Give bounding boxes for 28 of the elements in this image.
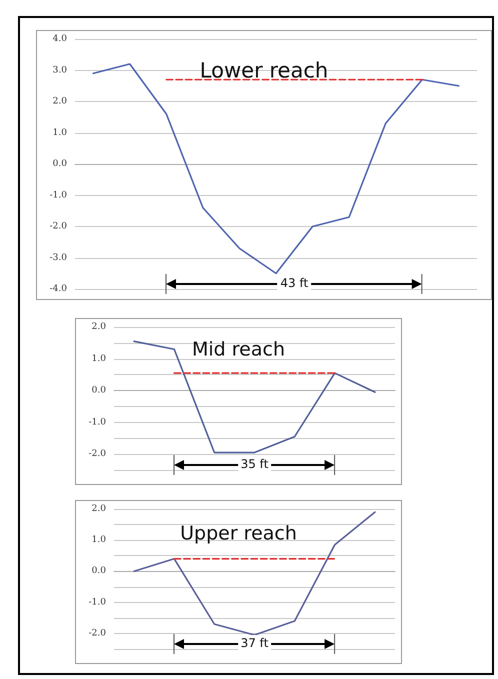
y-tick-label: 0.0	[92, 566, 106, 576]
annotation: 35 ft	[238, 456, 272, 472]
y-tick-label: -1.0	[88, 597, 106, 608]
annotation: 43 ft	[277, 275, 312, 291]
text: Upper reach	[180, 522, 297, 544]
line-series	[92, 63, 460, 274]
y-tick-label: -2.0	[50, 222, 68, 232]
y-tick-label: 2.0	[52, 96, 68, 106]
y-tick-label: 1.0	[52, 128, 68, 138]
y-tick-label: 2.0	[92, 322, 106, 332]
y-tick-label: -1.0	[88, 417, 106, 428]
y-tick-label: 3.0	[52, 65, 68, 76]
y-tick-label: 0.0	[92, 386, 106, 396]
annotation: 37 ft	[238, 635, 272, 651]
y-tick-label: -2.0	[88, 449, 106, 460]
line-series	[133, 511, 376, 636]
line-series	[133, 340, 376, 454]
y-tick-label: -1.0	[50, 190, 68, 200]
text: Mid reach	[192, 338, 285, 360]
y-tick-label: -3.0	[50, 252, 68, 263]
text: Lower reach	[200, 58, 328, 82]
y-tick-label: 0.0	[52, 159, 68, 169]
y-tick-label: 2.0	[92, 504, 106, 514]
y-tick-label: -4.0	[50, 284, 68, 294]
y-tick-label: 4.0	[52, 34, 68, 44]
y-tick-label: 1.0	[92, 535, 106, 546]
y-tick-label: 1.0	[92, 354, 106, 364]
y-tick-label: -2.0	[88, 628, 106, 638]
